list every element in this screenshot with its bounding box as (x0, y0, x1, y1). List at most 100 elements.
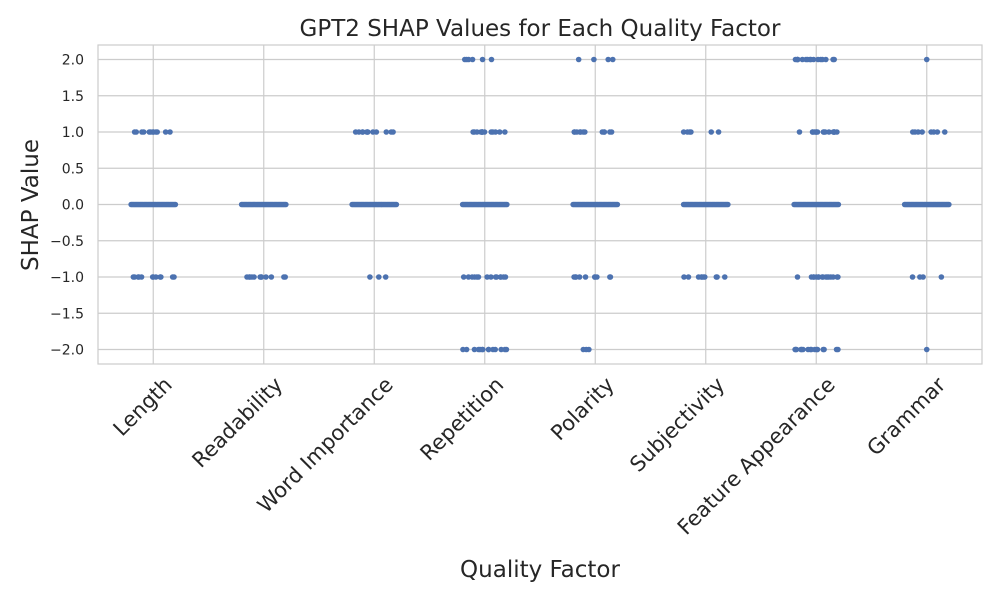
data-point (171, 274, 177, 280)
data-point (162, 129, 169, 135)
data-point (136, 274, 142, 280)
data-point (469, 56, 476, 63)
data-point (814, 346, 820, 353)
data-point (573, 274, 579, 280)
y-tick-label: 0.5 (62, 161, 84, 177)
data-point (833, 346, 840, 353)
x-tick-label: Polarity (546, 373, 619, 446)
data-point (684, 129, 691, 135)
data-point (268, 274, 275, 280)
data-point (492, 346, 499, 353)
data-point (496, 129, 503, 135)
data-point (830, 274, 836, 280)
data-point (498, 346, 505, 353)
data-point (484, 274, 490, 280)
data-point (938, 274, 945, 280)
data-point (826, 129, 832, 135)
y-tick-label: −1.0 (50, 270, 84, 286)
x-tick-label: Grammar (862, 372, 950, 460)
y-tick-label: −1.5 (50, 306, 84, 322)
data-point (393, 201, 400, 208)
chart-title: GPT2 SHAP Values for Each Quality Factor (300, 16, 781, 42)
data-point (715, 129, 722, 135)
data-point (492, 274, 499, 280)
data-point (605, 56, 612, 63)
data-point (577, 129, 584, 135)
y-tick-label: 1.0 (62, 125, 84, 141)
data-point (488, 129, 495, 135)
data-point (383, 129, 390, 135)
x-tick-label: Subjectivity (625, 373, 729, 477)
data-point (708, 129, 715, 135)
data-point (263, 274, 269, 280)
data-point (607, 129, 613, 135)
data-point (364, 129, 371, 135)
data-point (130, 274, 137, 280)
data-point (681, 274, 687, 280)
data-point (923, 346, 930, 353)
data-point (599, 129, 606, 135)
data-point (479, 56, 486, 63)
data-point (158, 274, 164, 280)
data-point (359, 129, 366, 135)
grid-lines (98, 45, 982, 364)
data-point (575, 56, 582, 63)
x-tick-label: Readability (187, 373, 287, 473)
data-point (283, 201, 289, 208)
data-point (460, 274, 467, 280)
data-point (792, 56, 799, 63)
data-point (172, 201, 179, 208)
plot-area-border (97, 44, 983, 365)
data-point (609, 56, 616, 63)
data-point (834, 274, 840, 280)
data-point (140, 129, 147, 135)
data-point (352, 129, 359, 135)
data-point (503, 346, 510, 353)
data-point (796, 129, 803, 135)
data-point (919, 129, 925, 135)
data-point (808, 56, 814, 63)
data-point (813, 129, 819, 135)
data-point (502, 129, 508, 135)
data-point (934, 129, 941, 135)
data-point (131, 129, 138, 135)
data-point (821, 346, 827, 353)
data-point (469, 274, 475, 280)
data-point (382, 274, 389, 280)
data-point (831, 56, 837, 63)
data-point (725, 201, 731, 208)
data-point (909, 274, 916, 280)
data-point (475, 274, 482, 280)
data-point (941, 129, 948, 135)
data-point (607, 274, 614, 280)
data-point (480, 346, 486, 353)
data-point (376, 274, 382, 280)
data-point (815, 56, 821, 63)
data-point (497, 274, 504, 280)
data-point (504, 201, 510, 208)
data-point (923, 56, 930, 63)
data-point (167, 129, 173, 135)
data-point (154, 129, 160, 135)
data-points (128, 56, 952, 353)
data-point (700, 274, 707, 280)
data-point (583, 346, 590, 353)
data-point (823, 274, 829, 280)
data-point (794, 274, 801, 280)
data-point (835, 201, 842, 208)
x-tick-label: Repetition (416, 373, 509, 466)
data-point (591, 274, 598, 280)
data-point (920, 274, 926, 280)
data-point (282, 274, 289, 280)
data-point (810, 274, 817, 280)
data-point (370, 129, 376, 135)
data-point (713, 274, 720, 280)
data-point (149, 274, 156, 280)
y-tick-label: −2.0 (50, 343, 84, 359)
data-point (831, 129, 838, 135)
y-axis-label: SHAP Value (18, 139, 44, 271)
data-point (471, 346, 478, 353)
